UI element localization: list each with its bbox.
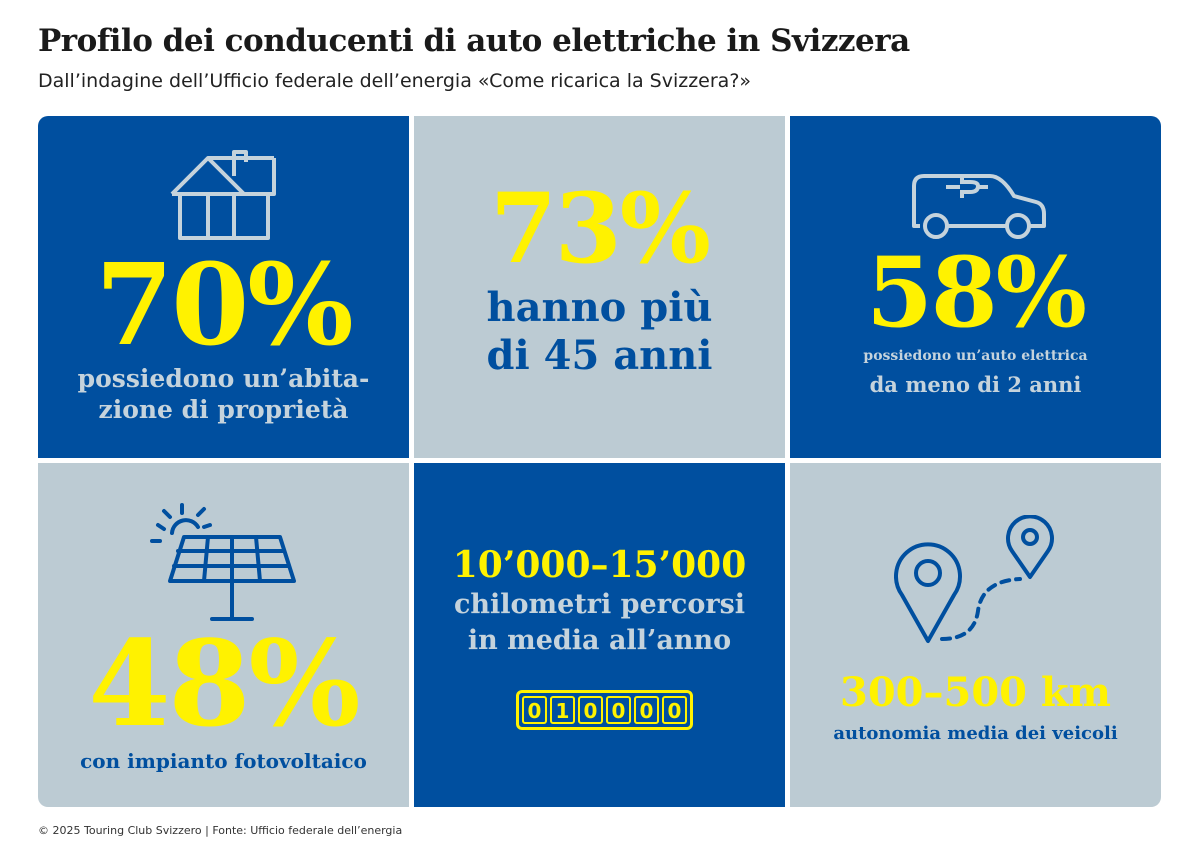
tile-label-line1: chilometri percorsi [453,589,746,620]
tile-label-line2: da meno di 2 anni [869,372,1082,397]
house-icon [170,150,276,240]
footer-credit: © 2025 Touring Club Svizzero | Fonte: Uf… [38,824,403,837]
odometer-digit: 0 [606,696,631,724]
tile-label-line2: in media all’anno [467,625,732,656]
tile-value: 73% [490,172,711,285]
tile-label-line1: autonomia media dei veicoli [833,723,1118,744]
tile-value: 300–500 km [840,669,1111,716]
tile-car-ownership: 58% possiedono un’auto elettrica da meno… [790,116,1161,458]
odometer-digit: 0 [662,696,687,724]
route-pins-icon [894,515,1054,643]
tile-range: 300–500 km autonomia media dei veicoli [790,463,1161,807]
tile-label-line2: di 45 anni [486,332,713,379]
electric-car-icon [912,174,1046,239]
odometer-digit: 1 [550,696,575,724]
odometer-digit: 0 [522,696,547,724]
tile-value: 48% [88,614,360,753]
tile-home-ownership: 70% possiedono un’abita- zione di propri… [38,116,409,458]
odometer-icon: 0 1 0 0 0 0 [516,690,693,730]
tile-label-line2: zione di proprietà [98,395,349,424]
tile-mileage: 10’000–15’000 chilometri percorsi in med… [414,463,785,807]
tile-label-line1: hanno più [486,284,713,331]
page-subtitle: Dall’indagine dell’Ufficio federale dell… [38,70,752,92]
tile-label-line1: possiedono un’abita- [77,364,370,393]
tile-solar: 48% con impianto fotovoltaico [38,463,409,807]
odometer-digit: 0 [634,696,659,724]
tile-age: 73% hanno più di 45 anni [414,116,785,458]
tile-value: 58% [866,236,1087,349]
odometer-digit: 0 [578,696,603,724]
solar-panel-icon [150,503,296,621]
tile-value: 70% [95,240,353,371]
page-title: Profilo dei conducenti di auto elettrich… [38,23,910,59]
tile-label-line1: con impianto fotovoltaico [80,749,367,773]
tile-label-line1: possiedono un’auto elettrica [863,348,1088,364]
tile-value: 10’000–15’000 [452,544,747,586]
